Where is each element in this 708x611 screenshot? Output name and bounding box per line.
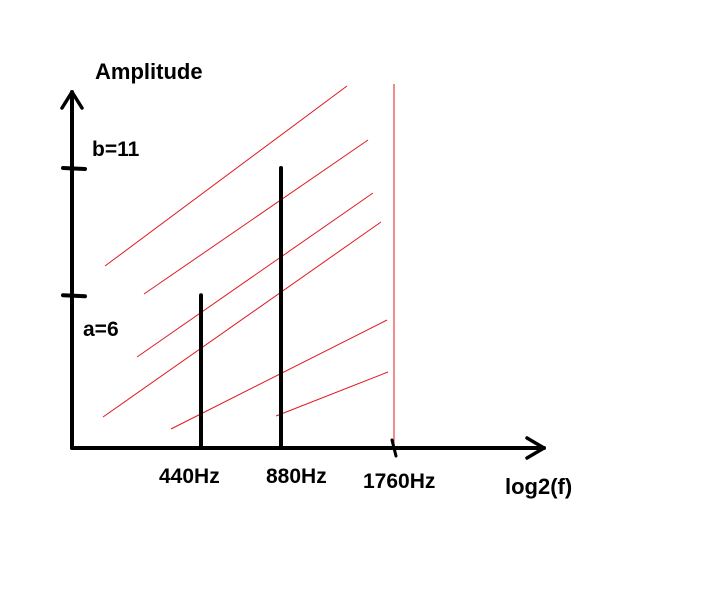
x-axis-label: log2(f) bbox=[505, 474, 572, 499]
x-tick-label-880: 880Hz bbox=[266, 465, 327, 488]
y-tick-label-b: b=11 bbox=[92, 138, 140, 161]
hatch-line-2 bbox=[143, 139, 369, 295]
y-axis-arrow bbox=[60, 90, 84, 110]
y-ticks bbox=[61, 166, 87, 299]
y-tick-label-a: a=6 bbox=[83, 318, 119, 341]
axes bbox=[60, 90, 546, 460]
hatch-line-4 bbox=[102, 221, 382, 418]
x-tick-label-440: 440Hz bbox=[159, 465, 220, 488]
hatch-line-6 bbox=[275, 371, 389, 417]
x-tick-label-1760: 1760Hz bbox=[363, 470, 435, 493]
hatch-line-3 bbox=[136, 192, 374, 358]
y-tick-11 bbox=[61, 166, 87, 171]
x-axis-arrow bbox=[525, 436, 546, 460]
x-tick-1760 bbox=[390, 438, 398, 458]
bars bbox=[199, 166, 283, 450]
shaded-region bbox=[102, 85, 389, 430]
hatch-line-1 bbox=[104, 85, 348, 267]
y-axis-label: Amplitude bbox=[95, 59, 203, 84]
y-tick-6 bbox=[61, 293, 87, 299]
